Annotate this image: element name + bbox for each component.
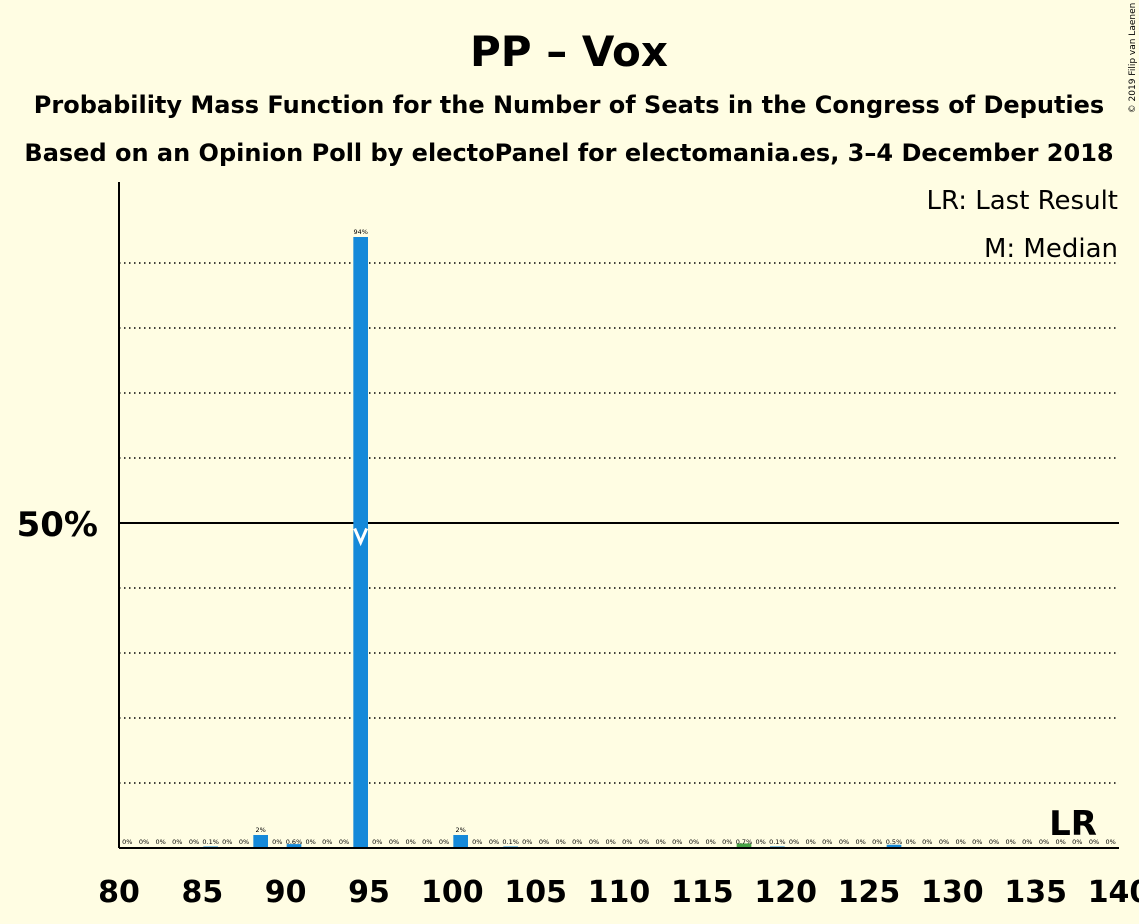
bar-seat-118 [736,843,752,848]
bar-label-seat-123: 0% [822,838,832,846]
bar-label-seat-110: 0% [606,838,616,846]
bar-label-seat-89: 2% [256,826,266,834]
bar-label-seat-90: 0% [272,838,282,846]
bar-label-seat-95: 94% [353,228,367,236]
bar-label-seat-114: 0% [672,838,682,846]
chart-subtitle-source: Based on an Opinion Poll by electoPanel … [24,139,1113,167]
bar-label-seat-129: 0% [922,838,932,846]
bar-label-seat-126: 0% [872,838,882,846]
x-tick-100: 100 [421,875,484,910]
bar-label-seat-119: 0% [756,838,766,846]
bar-label-seat-107: 0% [556,838,566,846]
bar-label-seat-104: 0.1% [502,838,519,846]
bar-label-seat-94: 0% [339,838,349,846]
bar-label-seat-85: 0% [189,838,199,846]
bar-label-seat-136: 0% [1039,838,1049,846]
chart-subtitle: Probability Mass Function for the Number… [34,91,1104,119]
bars-group [203,237,902,848]
bar-label-seat-84: 0% [172,838,182,846]
bar-label-seat-105: 0% [522,838,532,846]
last-result-marker: LR [1049,804,1097,844]
bar-label-seat-117: 0% [722,838,732,846]
median-marker [353,527,369,547]
bar-seat-127 [886,844,902,848]
bar-label-seat-133: 0% [989,838,999,846]
x-tick-125: 125 [838,875,901,910]
bar-label-seat-125: 0% [856,838,866,846]
legend-median: M: Median [984,234,1118,264]
bar-label-seat-109: 0% [589,838,599,846]
bar-label-seat-124: 0% [839,838,849,846]
x-tick-110: 110 [588,875,651,910]
bar-label-seat-106: 0% [539,838,549,846]
bar-label-seat-111: 0% [622,838,632,846]
x-tick-130: 130 [921,875,984,910]
bar-labels-group: 0% 0% 0% 0% 0% 0.1% 0% 0%2%0% 0.6% 0% 0% 0%94%0% 0% 0… [122,228,1116,846]
bar-label-seat-82: 0% [139,838,149,846]
bar-label-seat-86: 0.1% [202,838,219,846]
gridlines [119,262,1119,784]
bar-label-seat-99: 0% [422,838,432,846]
bar-label-seat-87: 0% [222,838,232,846]
x-tick-80: 80 [98,875,140,910]
y-tick-50: 50% [17,505,98,545]
bar-label-seat-100: 0% [439,838,449,846]
bar-label-seat-112: 0% [639,838,649,846]
x-tick-115: 115 [671,875,734,910]
bar-seat-91 [286,844,302,848]
bar-label-seat-135: 0% [1022,838,1032,846]
bar-label-seat-98: 0% [406,838,416,846]
legend-last-result: LR: Last Result [926,186,1118,216]
bar-label-seat-113: 0% [656,838,666,846]
x-ticks-group: 80 85 90 95 100 105 110 115 120 125 130 135 140 [98,875,1139,910]
x-tick-120: 120 [754,875,817,910]
x-tick-90: 90 [265,875,307,910]
copyright-notice: © 2019 Filip van Laenen [1128,3,1138,114]
bar-label-seat-138: 0% [1072,838,1082,846]
bar-label-seat-130: 0% [939,838,949,846]
bar-label-seat-88: 0% [239,838,249,846]
bar-label-seat-108: 0% [572,838,582,846]
x-tick-105: 105 [504,875,567,910]
bar-label-seat-120: 0.1% [769,838,786,846]
bar-label-seat-127: 0.5% [886,838,903,846]
bar-label-seat-93: 0% [322,838,332,846]
bar-label-seat-134: 0% [1006,838,1016,846]
bar-label-seat-139: 0% [1089,838,1099,846]
x-tick-95: 95 [348,875,390,910]
x-tick-85: 85 [181,875,223,910]
bar-label-seat-116: 0% [706,838,716,846]
bar-label-seat-81: 0% [122,838,132,846]
x-tick-135: 135 [1004,875,1067,910]
bar-seat-89 [253,835,268,848]
bar-seat-101 [453,835,468,848]
x-tick-140: 140 [1088,875,1139,910]
bar-label-seat-132: 0% [972,838,982,846]
bar-label-seat-131: 0% [956,838,966,846]
bar-label-seat-96: 0% [372,838,382,846]
bar-label-seat-91: 0.6% [286,838,303,846]
bar-label-seat-97: 0% [389,838,399,846]
bar-label-seat-137: 0% [1056,838,1066,846]
bar-label-seat-118: 0.7% [736,838,753,846]
bar-label-seat-122: 0% [806,838,816,846]
bar-label-seat-92: 0% [306,838,316,846]
bar-label-seat-83: 0% [156,838,166,846]
bar-label-seat-128: 0% [906,838,916,846]
chart-title: PP – Vox [470,27,668,76]
bar-label-seat-115: 0% [689,838,699,846]
bar-label-seat-102: 0% [472,838,482,846]
bar-label-seat-121: 0% [789,838,799,846]
bar-label-seat-103: 0% [489,838,499,846]
bar-label-seat-101: 2% [456,826,466,834]
bar-label-seat-140: 0% [1106,838,1116,846]
